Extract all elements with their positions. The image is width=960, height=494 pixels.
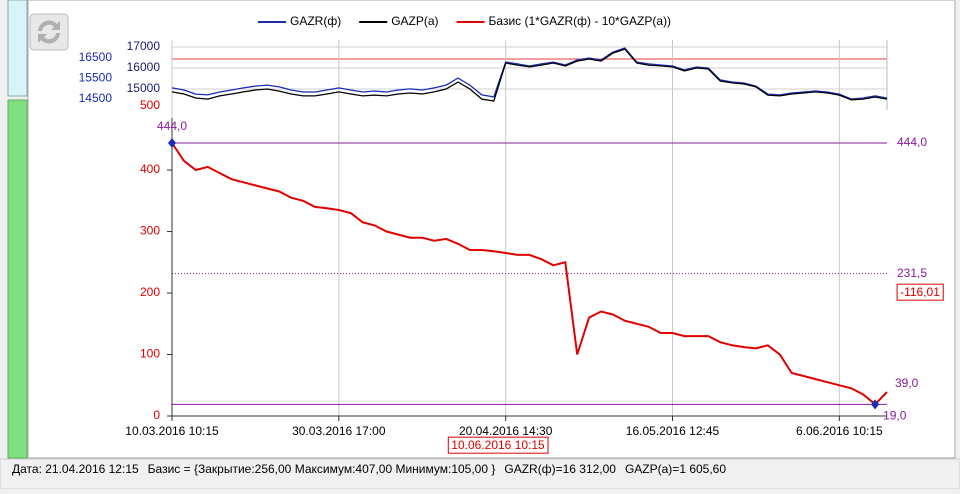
y-tick-label: 16000 [127,60,161,74]
side-strip-top [7,0,28,97]
refresh-icon [38,20,60,44]
basis-tick-label: 500 [140,98,160,112]
series-line [171,48,888,102]
y2-tick-label: 15500 [79,71,113,85]
x-tick-label: 10.03.2016 10:15 [125,424,219,438]
value-label: 39,0 [895,376,919,390]
x-tick-label: 30.03.2016 17:00 [292,424,386,438]
annotation-label: -116,01 [900,285,940,299]
legend-label: GAZP(a) [391,14,438,28]
status-text: GAZR(ф)=16 312,00 [504,462,616,476]
y-tick-label: 0 [153,408,160,422]
annotation-box [447,436,549,454]
legend-label: Базис (1*GAZR(ф) - 10*GAZP(а)) [489,14,672,28]
x-tick-label: 6.06.2016 10:15 [796,424,883,438]
y-tick-label: 200 [140,285,160,299]
y-tick-label: 400 [140,162,160,176]
extreme-marker [168,137,176,148]
side-strip-green [7,99,28,459]
series-line [171,142,888,406]
y2-tick-label: 16500 [79,50,113,64]
y-tick-label: 15000 [127,81,161,95]
refresh-button[interactable] [29,13,69,51]
y-tick-label: 17000 [127,39,161,53]
annotation-label: 10.06.2016 10:15 [451,438,545,452]
extreme-marker [871,399,880,410]
legend-label: GAZR(ф) [290,14,341,28]
value-label: 444,0 [157,119,187,133]
x-tick-label: 16.05.2016 12:45 [626,424,720,438]
series-line [171,47,888,100]
y2-tick-label: 14500 [79,91,113,105]
status-text: Базис = {Закрытие:256,00 Максимум:407,00… [148,462,496,476]
status-text: GAZP(a)=1 605,60 [625,462,726,476]
status-text: Дата: 21.04.2016 12:15 [12,462,139,476]
x-tick-label: 20.04.2016 14:30 [459,424,553,438]
reference-label: 444,0 [897,135,927,149]
value-label: 19,0 [883,408,907,422]
refresh-button-bg[interactable] [29,13,69,51]
y-tick-label: 300 [140,224,160,238]
annotation-box [896,283,944,301]
reference-label: 231,5 [897,266,927,280]
chart-panel [27,0,956,459]
y-tick-label: 100 [140,347,160,361]
